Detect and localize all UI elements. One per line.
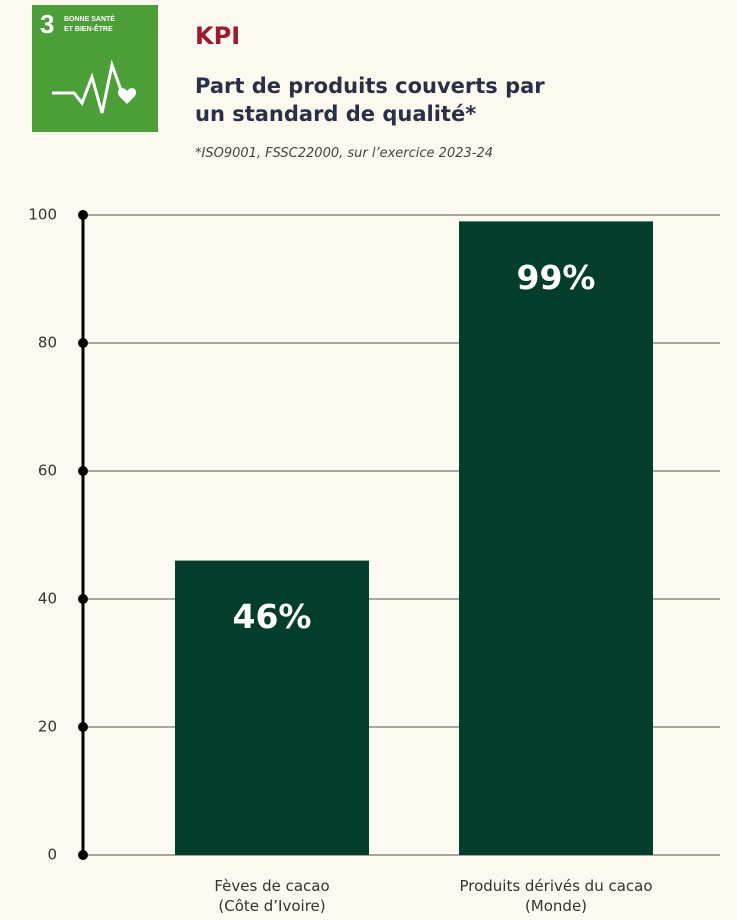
y-tick-label: 60 — [38, 462, 57, 480]
y-tick-label: 0 — [47, 846, 57, 864]
tick-dot — [78, 338, 88, 348]
x-tick-label: Produits dérivés du cacao (Monde) — [459, 877, 653, 915]
tick-dot — [78, 466, 88, 476]
bar — [459, 221, 653, 855]
value-label: 99% — [517, 258, 596, 297]
value-label: 46% — [233, 597, 312, 636]
tick-dot — [78, 850, 88, 860]
badge-number: 3 — [40, 9, 55, 39]
tick-dot — [78, 594, 88, 604]
y-tick-label: 40 — [38, 590, 57, 608]
chart-subtitle: *ISO9001, FSSC22000, sur l’exercice 2023… — [195, 146, 494, 161]
x-tick-label: Fèves de cacao (Côte d’Ivoire) — [214, 877, 330, 915]
chart: 0 20 40 60 80 100 46% 99% — [28, 206, 720, 864]
y-tick-label: 80 — [38, 334, 57, 352]
tick-dot — [78, 722, 88, 732]
kicker: KPI — [195, 22, 241, 50]
chart-title: Part de produits couverts par un standar… — [195, 74, 545, 126]
tick-dot — [78, 210, 88, 220]
badge-icon — [52, 59, 137, 114]
badge-label: BONNE SANTÉ ET BIEN-ÊTRE — [64, 16, 115, 33]
sdg-badge: 3 BONNE SANTÉ ET BIEN-ÊTRE — [32, 5, 158, 132]
y-tick-label: 20 — [38, 718, 57, 736]
y-tick-label: 100 — [28, 206, 57, 224]
bar — [175, 560, 369, 855]
